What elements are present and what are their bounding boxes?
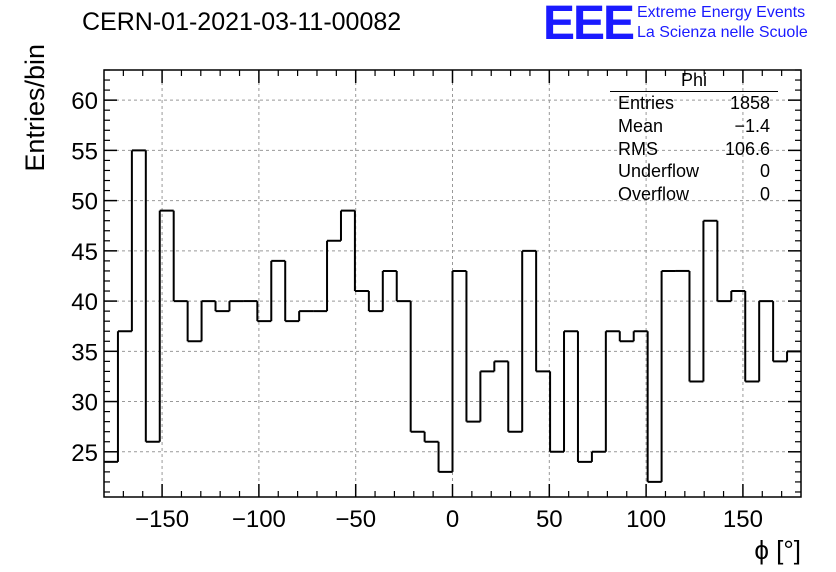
histogram-bin bbox=[576, 331, 592, 463]
histogram-bin bbox=[688, 270, 704, 383]
y-tick-label: 55 bbox=[71, 138, 98, 165]
stats-value: 1858 bbox=[729, 93, 770, 113]
histogram-bin bbox=[116, 330, 132, 462]
y-tick-label: 30 bbox=[71, 390, 98, 417]
histogram-bin bbox=[632, 330, 648, 342]
histogram-bin bbox=[284, 260, 300, 323]
stats-row-underflow: Underflow 0 bbox=[610, 160, 778, 183]
stats-row-overflow: Overflow 0 bbox=[610, 183, 778, 206]
stats-box: Phi Entries 1858 Mean −1.4 RMS 106.6 Und… bbox=[610, 70, 778, 206]
x-tick-label: 50 bbox=[536, 506, 563, 533]
stats-value: −1.4 bbox=[734, 115, 770, 136]
y-tick-label: 25 bbox=[71, 440, 98, 467]
histogram-bin bbox=[451, 269, 467, 472]
histogram-bin bbox=[493, 360, 509, 372]
histogram-bin bbox=[395, 270, 411, 303]
histogram-bin bbox=[130, 149, 146, 332]
histogram-bin bbox=[563, 330, 578, 452]
histogram-bin bbox=[200, 300, 216, 342]
stats-title: Phi bbox=[610, 70, 778, 92]
histogram-bin bbox=[604, 330, 620, 452]
histogram-bin bbox=[326, 239, 341, 312]
histogram-bin bbox=[507, 361, 523, 433]
x-axis-label: ϕ [°] bbox=[754, 535, 801, 565]
y-axis-label: Entries/bin bbox=[20, 44, 50, 172]
stats-row-rms: RMS 106.6 bbox=[610, 138, 778, 161]
y-tick-label: 60 bbox=[71, 88, 98, 115]
axes: −150 −100 −50 0 50 100 150 25 30 35 40 45 50 55 60 bbox=[71, 69, 802, 533]
logo-text: Extreme Energy Events La Scienza nelle S… bbox=[637, 3, 808, 43]
histogram-bin bbox=[367, 291, 383, 313]
histogram-bin bbox=[381, 269, 397, 312]
histogram-bin bbox=[172, 210, 188, 303]
histogram-bin bbox=[158, 209, 174, 442]
histogram-bins bbox=[104, 149, 801, 483]
stats-value: 0 bbox=[759, 184, 770, 205]
histogram-bin bbox=[744, 291, 760, 383]
histogram-bin bbox=[521, 249, 537, 432]
stats-label: RMS bbox=[618, 138, 658, 159]
histogram-bin bbox=[214, 301, 230, 313]
histogram-bin bbox=[465, 270, 481, 423]
histogram-bin bbox=[423, 431, 439, 443]
histogram-bin bbox=[228, 300, 244, 312]
y-tick-label: 40 bbox=[71, 289, 98, 316]
x-tick-label: 100 bbox=[626, 506, 666, 533]
x-tick-label: −50 bbox=[335, 506, 376, 533]
histogram-bin bbox=[535, 250, 551, 373]
histogram-bin bbox=[618, 331, 634, 343]
stats-label: Underflow bbox=[618, 161, 700, 182]
histogram-bin bbox=[256, 301, 272, 323]
histogram-bin bbox=[479, 370, 495, 422]
stats-label: Mean bbox=[618, 115, 664, 136]
x-tick-label: −150 bbox=[135, 506, 189, 533]
chart-title: CERN-01-2021-03-11-00082 bbox=[82, 8, 402, 36]
y-tick-label: 50 bbox=[71, 189, 98, 216]
histogram-bin bbox=[786, 350, 801, 362]
histogram-bin bbox=[646, 331, 662, 483]
x-tick-label: 0 bbox=[446, 506, 459, 533]
x-tick-label: −100 bbox=[232, 506, 286, 533]
histogram-bin bbox=[144, 150, 160, 443]
logo-line-2: La Scienza nelle Scuole bbox=[637, 24, 808, 41]
histogram-bin bbox=[270, 259, 286, 322]
stats-row-mean: Mean −1.4 bbox=[610, 115, 778, 138]
histogram-bin bbox=[730, 290, 746, 302]
stats-value: 106.6 bbox=[724, 138, 770, 159]
stats-value: 0 bbox=[759, 161, 770, 182]
histogram-bin bbox=[298, 310, 314, 322]
logo-line-1: Extreme Energy Events bbox=[637, 4, 806, 21]
eee-logo: EEE bbox=[543, 0, 635, 50]
histogram-bin bbox=[339, 209, 355, 241]
stats-label: Entries bbox=[618, 93, 675, 113]
histogram-bin bbox=[409, 301, 425, 433]
y-tick-label: 45 bbox=[71, 239, 98, 266]
stats-row-entries: Entries 1858 bbox=[610, 92, 778, 115]
histogram-bin bbox=[186, 301, 202, 343]
histogram-bin bbox=[549, 371, 565, 453]
histogram-bin bbox=[716, 220, 732, 303]
histogram-bin bbox=[660, 269, 676, 482]
histogram-bin bbox=[758, 300, 774, 382]
histogram-bin bbox=[437, 441, 453, 473]
stats-label: Overflow bbox=[618, 184, 690, 205]
y-tick-label: 35 bbox=[71, 339, 98, 366]
histogram-bin bbox=[353, 210, 369, 293]
histogram-bin bbox=[702, 219, 718, 382]
x-tick-label: 150 bbox=[723, 506, 763, 533]
histogram-bin bbox=[772, 301, 788, 363]
histogram-bin bbox=[590, 450, 606, 462]
